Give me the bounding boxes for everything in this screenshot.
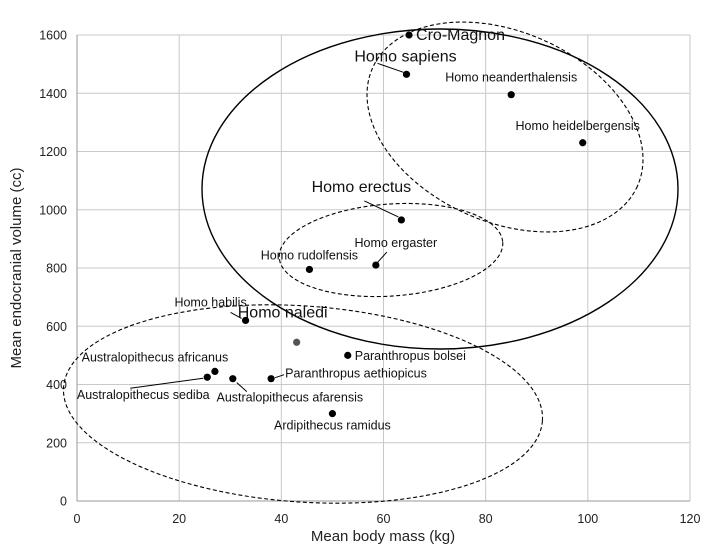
point-label-australopithecus-afarensis: Australopithecus afarensis: [216, 391, 363, 405]
y-tick-label: 1200: [39, 145, 67, 159]
data-point-homo-sapiens: [402, 70, 411, 78]
data-point-homo-erectus: [397, 216, 405, 224]
data-point-australopithecus-africanus: [211, 367, 219, 375]
data-point-paranthropus-aethiopicus: [267, 375, 275, 383]
australopith-cluster-ellipse: [62, 304, 544, 504]
point-label-paranthropus-bolsei: Paranthropus bolsei: [355, 349, 466, 363]
leader-lines: [130, 62, 404, 393]
y-tick-label: 1400: [39, 87, 67, 101]
y-tick-label: 600: [46, 320, 67, 334]
late-homo-cluster-ellipse: [366, 21, 644, 233]
data-points: [203, 31, 587, 418]
point-label-homo-naledi: Homo naledi: [238, 304, 328, 321]
point-label-cro-magnon: Cro-Magnon: [416, 27, 505, 44]
data-point-cro-magnon: [405, 31, 413, 39]
point-label-homo-rudolfensis: Homo rudolfensis: [261, 248, 358, 262]
cluster-ellipses: [62, 21, 679, 504]
x-tick-label: 40: [274, 512, 288, 526]
x-tick-labels: 0 20 40 60 80 100 120: [74, 512, 701, 526]
y-tick-label: 0: [60, 495, 67, 509]
early-homo-cluster-ellipse: [278, 202, 504, 298]
point-label-homo-habilis: Homo habilis: [174, 295, 246, 309]
x-tick-label: 120: [680, 512, 701, 526]
data-point-ardipithecus-ramidus: [328, 410, 337, 418]
homo-cluster-ellipse: [201, 28, 679, 350]
data-point-australopithecus-afarensis: [229, 375, 237, 383]
leader-line: [364, 200, 399, 218]
x-tick-label: 60: [377, 512, 391, 526]
x-tick-label: 80: [479, 512, 493, 526]
point-label-homo-heidelbergensis: Homo heidelbergensis: [516, 119, 640, 133]
y-tick-label: 1600: [39, 29, 67, 43]
point-label-homo-sapiens: Homo sapiens: [354, 48, 456, 65]
leader-line: [377, 62, 404, 73]
data-point-homo-ergaster: [372, 261, 380, 269]
leader-line: [236, 382, 248, 393]
leader-line: [274, 374, 285, 379]
leader-line: [230, 311, 242, 319]
data-point-homo-heidelbergensis: [579, 139, 587, 147]
point-label-australopithecus-africanus: Australopithecus africanus: [82, 350, 229, 364]
data-point-homo-naledi: [293, 338, 301, 346]
point-labels: Cro-Magnon Homo sapiens Homo neanderthalen…: [77, 27, 640, 433]
x-tick-label: 20: [172, 512, 186, 526]
data-point-paranthropus-bolsei: [344, 351, 352, 359]
x-tick-label: 100: [577, 512, 598, 526]
y-axis-title: Mean endocranial volume (cc): [8, 168, 25, 369]
y-tick-label: 1000: [39, 203, 67, 217]
data-point-australopithecus-sediba: [203, 373, 211, 381]
y-tick-labels: 0 200 400 600 800 1000 1200 1400 1600: [39, 29, 67, 509]
point-label-homo-erectus: Homo erectus: [312, 179, 412, 196]
y-tick-label: 400: [46, 378, 67, 392]
data-point-homo-habilis: [241, 316, 250, 325]
leader-line: [377, 251, 388, 263]
x-axis-title: Mean body mass (kg): [311, 528, 455, 545]
point-label-australopithecus-sediba: Australopithecus sediba: [77, 388, 210, 402]
leader-line: [130, 377, 204, 389]
point-label-homo-ergaster: Homo ergaster: [354, 236, 437, 250]
point-label-paranthropus-aethiopicus: Paranthropus aethiopicus: [285, 367, 427, 381]
y-tick-label: 800: [46, 262, 67, 276]
point-label-ardipithecus-ramidus: Ardipithecus ramidus: [274, 419, 391, 433]
data-point-homo-neanderthalensis: [507, 91, 515, 99]
point-label-homo-neanderthalensis: Homo neanderthalensis: [445, 71, 577, 85]
x-tick-label: 0: [74, 512, 81, 526]
data-point-homo-rudolfensis: [305, 265, 314, 274]
y-tick-label: 200: [46, 436, 67, 450]
